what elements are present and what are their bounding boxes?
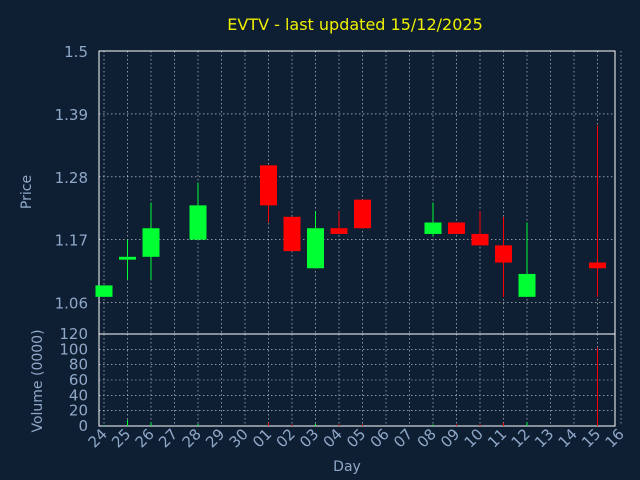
day-tick-label: 08 <box>414 425 440 451</box>
day-tick-label: 11 <box>484 425 510 451</box>
candle-body <box>495 245 512 263</box>
candle <box>448 222 465 234</box>
day-tick-label: 01 <box>249 425 275 451</box>
candle <box>354 199 371 229</box>
price-axis-label: Price <box>19 175 35 209</box>
day-tick-label: 04 <box>320 425 346 451</box>
day-tick-label: 28 <box>179 425 205 451</box>
price-frame <box>98 50 616 335</box>
volume-tick-label: 120 <box>59 325 88 343</box>
candle <box>589 125 606 297</box>
candle <box>518 222 536 297</box>
day-tick-label: 24 <box>85 425 111 451</box>
day-tick-label: 25 <box>108 425 134 451</box>
volume-tick-label: 100 <box>59 340 88 358</box>
day-tick-label: 07 <box>390 425 416 451</box>
candle-body <box>518 273 536 297</box>
candle-body <box>142 228 160 257</box>
price-grid <box>99 50 622 334</box>
volume-tick-label: 20 <box>69 402 88 420</box>
day-tick-label: 29 <box>202 425 228 451</box>
price-tick-label: 1.28 <box>55 169 88 187</box>
price-axis-ticks: 1.5 1.39 1.28 1.17 1.06 <box>55 43 88 313</box>
candle <box>189 182 207 240</box>
candle <box>471 211 489 246</box>
price-tick-label: 1.5 <box>64 43 88 61</box>
day-tick-label: 06 <box>367 425 393 451</box>
day-tick-label: 16 <box>602 425 628 451</box>
candle <box>260 165 277 223</box>
price-tick-label: 1.39 <box>55 106 88 124</box>
volume-axis-label: Volume (0000) <box>30 329 46 432</box>
day-tick-label: 14 <box>555 425 581 451</box>
volume-tick-label: 60 <box>69 371 88 389</box>
candle <box>495 216 512 297</box>
candle-body <box>589 262 606 269</box>
day-tick-label: 03 <box>296 425 322 451</box>
candle <box>95 285 113 297</box>
day-tick-label: 30 <box>226 425 252 451</box>
candle <box>307 211 324 269</box>
candle-body <box>95 285 113 297</box>
price-tick-label: 1.17 <box>55 232 88 250</box>
candle <box>119 239 136 280</box>
candle-body <box>260 165 277 206</box>
day-tick-label: 02 <box>273 425 299 451</box>
candle-body <box>330 228 348 234</box>
day-tick-label: 12 <box>508 425 534 451</box>
volume-grid <box>99 334 622 426</box>
candle-body <box>354 199 371 229</box>
day-tick-label: 09 <box>437 425 463 451</box>
candle-body <box>307 228 324 269</box>
day-tick-label: 26 <box>132 425 158 451</box>
day-axis-label: Day <box>333 459 361 475</box>
price-panel: 1.5 1.39 1.28 1.17 1.06 Price <box>19 43 622 335</box>
volume-bar-series <box>103 347 598 426</box>
day-tick-label: 15 <box>578 425 604 451</box>
candle <box>142 202 160 280</box>
candle-body <box>119 256 136 260</box>
volume-tick-label: 40 <box>69 386 88 404</box>
candlestick-series <box>95 125 606 297</box>
day-tick-label: 27 <box>155 425 181 451</box>
candle-body <box>471 233 489 246</box>
day-axis-ticks: 2425262728293001020304050607080910111213… <box>85 425 628 451</box>
day-tick-label: 13 <box>531 425 557 451</box>
volume-tick-label: 0 <box>78 417 88 435</box>
day-tick-label: 05 <box>343 425 369 451</box>
chart-title: EVTV - last updated 15/12/2025 <box>227 15 483 34</box>
volume-tick-label: 80 <box>69 356 88 374</box>
candle <box>283 216 301 252</box>
candle-body <box>424 222 442 234</box>
candle <box>424 202 442 237</box>
candle <box>330 211 348 234</box>
candle-body <box>189 205 207 240</box>
price-tick-label: 1.06 <box>55 295 88 313</box>
candle-body <box>283 216 301 252</box>
day-tick-label: 10 <box>461 425 487 451</box>
candle-body <box>448 222 465 234</box>
